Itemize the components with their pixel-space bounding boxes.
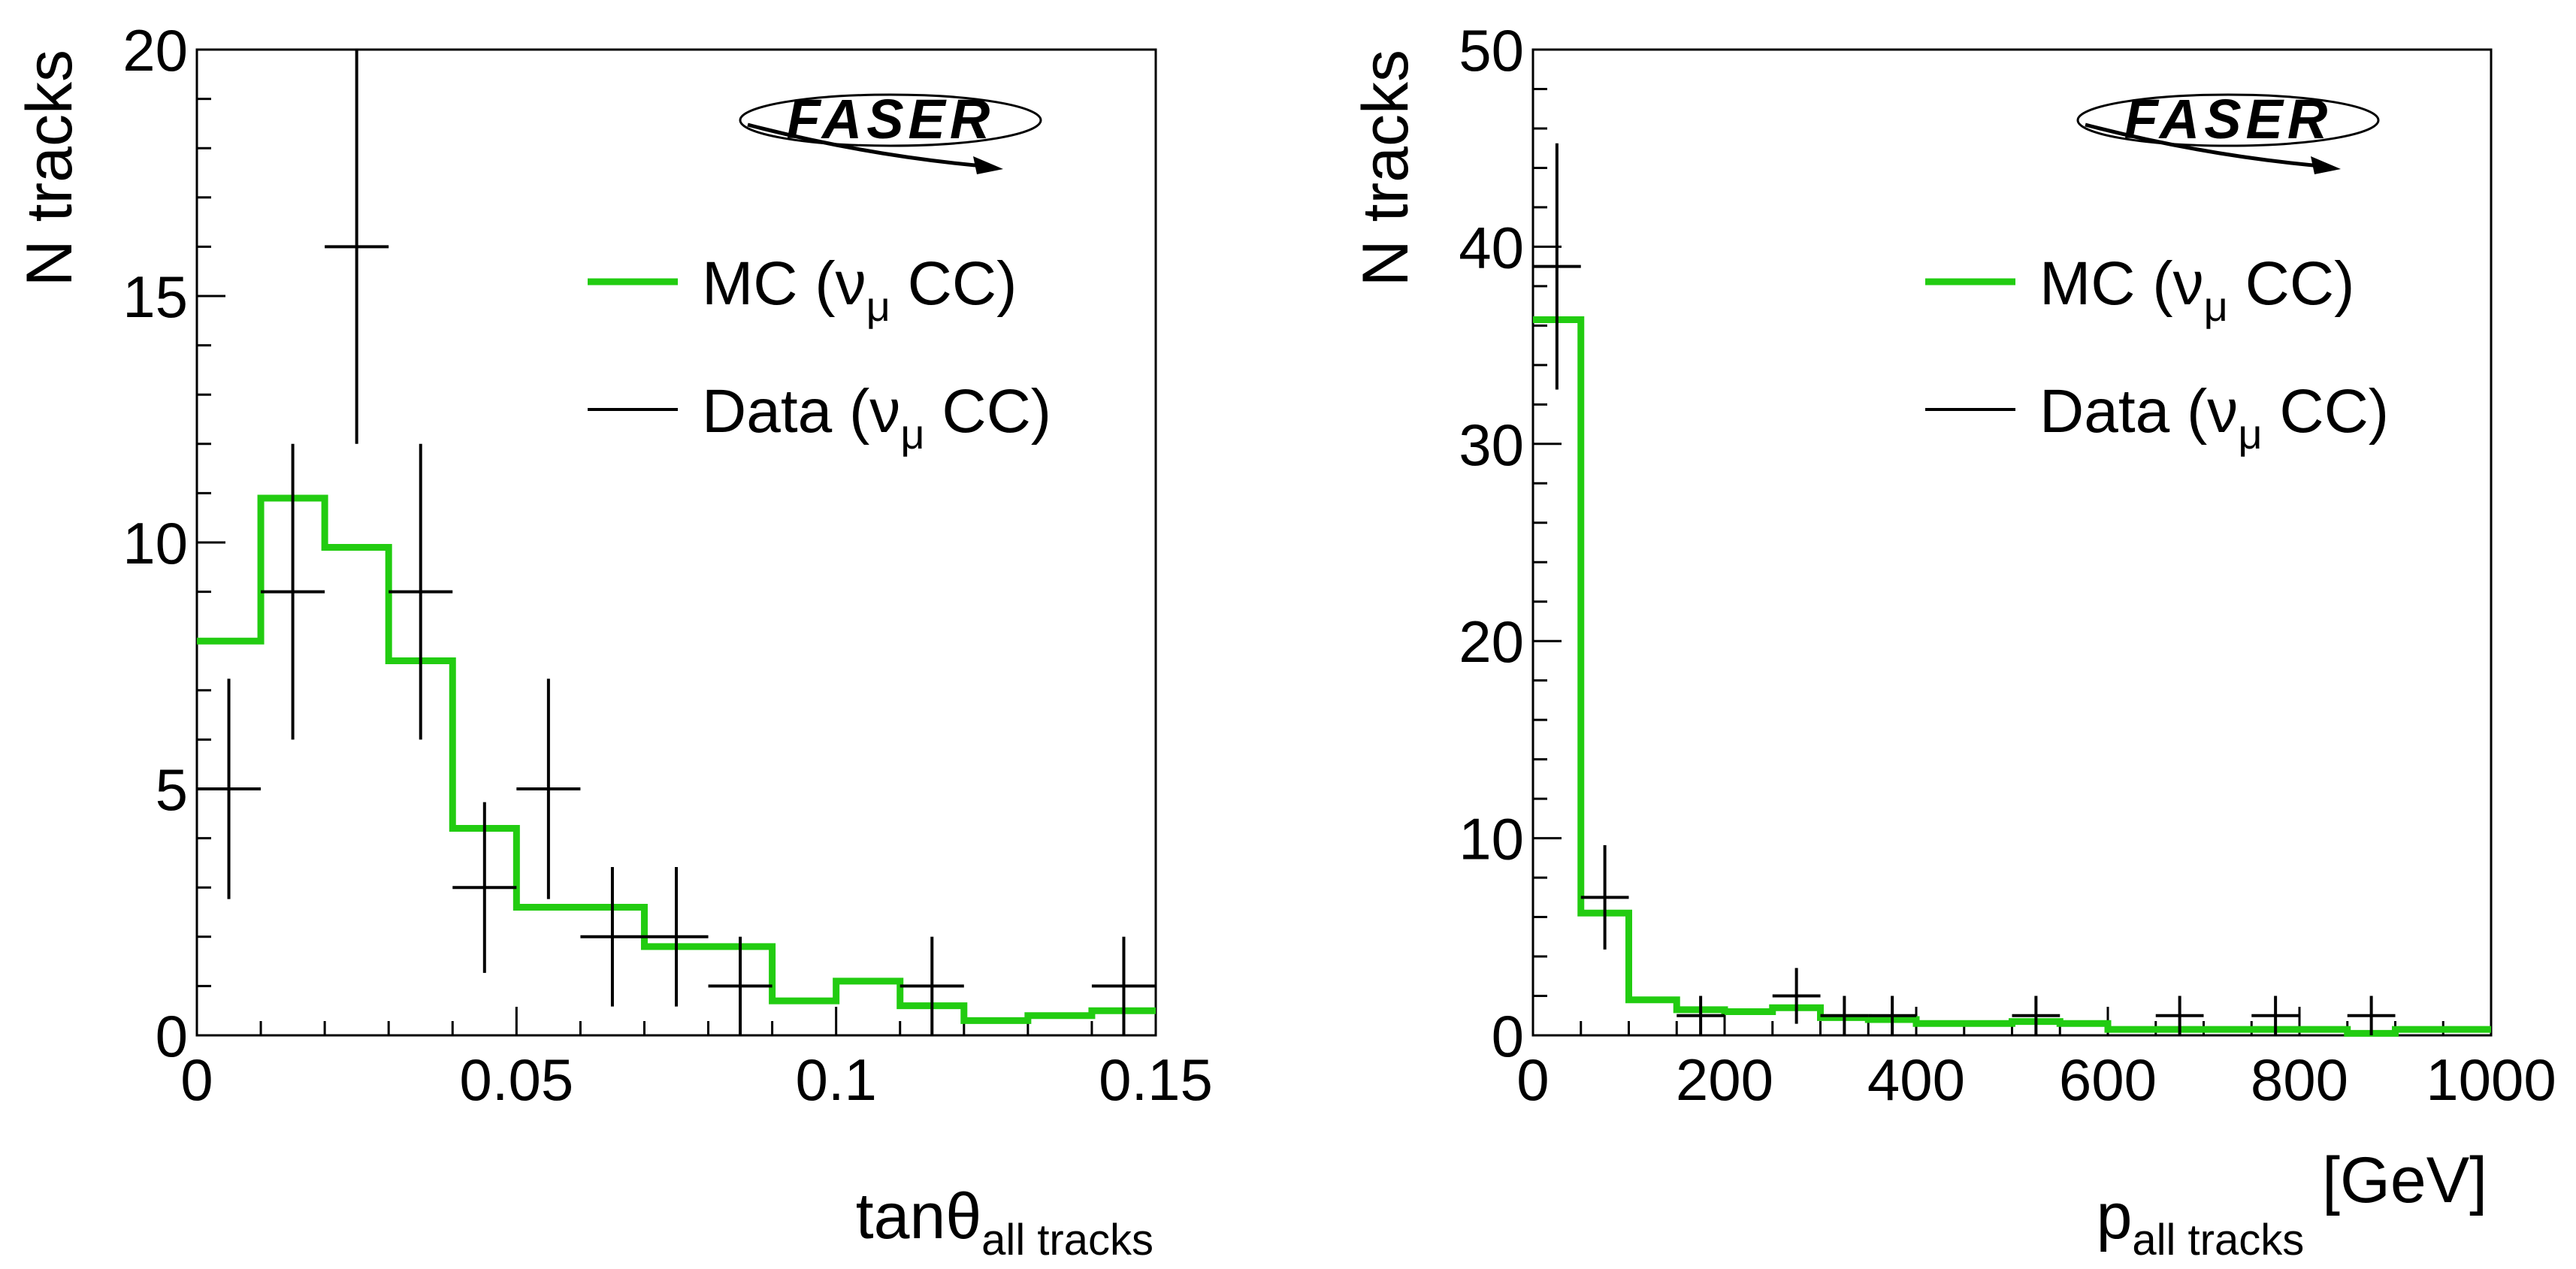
x-tick-label: 400 [1867, 1047, 1965, 1113]
y-tick-label: 0 [156, 1003, 188, 1069]
y-tick-label: 40 [1459, 214, 1524, 280]
y-tick-label: 10 [1459, 806, 1524, 872]
data-point [1533, 143, 1581, 390]
data-point [389, 443, 453, 740]
panel-2: 0 200 400 600 800 1000 0 10 20 30 40 50 N tracks pall… [1350, 17, 2556, 1264]
legend: MC (νμ CC)Data (νμ CC) [588, 249, 1051, 458]
data-point [1868, 996, 1916, 1035]
legend: MC (νμ CC)Data (νμ CC) [1925, 249, 2389, 458]
y-tick-label: 20 [122, 17, 188, 83]
x-axis-title: tanθall tracks [856, 1180, 1153, 1264]
legend-label-mc: MC (νμ CC) [2039, 249, 2354, 330]
data-point [1580, 844, 1629, 950]
data-point [2347, 996, 2396, 1035]
y-tick-label: 20 [1459, 609, 1524, 675]
data-point [452, 802, 517, 973]
mc-step-line [1533, 316, 2491, 1037]
faser-logo-text: FASER [2124, 88, 2333, 150]
legend-label-text: CC) [890, 249, 1017, 318]
faser-logo: FASER [2076, 88, 2380, 174]
x-axis-title: pall tracks [GeV] [2097, 1144, 2487, 1264]
panel-1: 0 0.05 0.1 0.15 0 5 10 15 20 N tracks tanθall trac… [14, 17, 1213, 1264]
legend-label-data: Data (νμ CC) [2039, 377, 2389, 458]
x-tick-label: 0 [1516, 1047, 1549, 1113]
y-tick-label: 5 [156, 757, 188, 823]
data-point [1820, 996, 1869, 1035]
series-data [197, 50, 1156, 1035]
data-point [2012, 996, 2060, 1035]
data-point [325, 50, 389, 444]
legend-label-data: Data (νμ CC) [702, 377, 1051, 458]
legend-label-text: Data (ν [2039, 377, 2238, 446]
series-mc [1533, 316, 2491, 1037]
x-axis-title-unit: [GeV] [2304, 1144, 2487, 1216]
legend-label-text: MC (ν [702, 249, 866, 318]
x-tick-label: 0.1 [795, 1047, 876, 1113]
y-tick-label: 30 [1459, 412, 1524, 478]
y-axis-title: N tracks [14, 50, 86, 286]
x-axis-title-main: p [2097, 1180, 2133, 1252]
x-axis-title-subscript: all tracks [2132, 1216, 2304, 1264]
data-point [197, 678, 262, 899]
x-axis-title-main: tanθ [856, 1180, 981, 1252]
legend-label-text: CC) [925, 377, 1052, 446]
x-axis-title-subscript: all tracks [981, 1216, 1153, 1264]
data-point [1772, 968, 1821, 1024]
y-tick-label: 15 [122, 264, 188, 330]
faser-logo: FASER [739, 88, 1042, 174]
y-axis-title: N tracks [1350, 50, 1422, 286]
data-point [644, 867, 709, 1007]
data-point [1091, 936, 1156, 1035]
y-tick-label: 10 [122, 510, 188, 576]
plot-frame [1531, 48, 2493, 1037]
legend-label-subscript: μ [2204, 283, 2228, 330]
legend-label-subscript: μ [900, 410, 924, 458]
data-point [708, 936, 772, 1035]
data-point [580, 867, 645, 1007]
y-tick-label: 0 [1492, 1003, 1524, 1069]
x-tick-label: 0 [180, 1047, 213, 1113]
legend-label-text: CC) [2228, 249, 2355, 318]
data-point [261, 443, 325, 740]
x-tick-label: 0.05 [459, 1047, 573, 1113]
legend-label-mc: MC (νμ CC) [702, 249, 1017, 330]
faser-logo-text: FASER [787, 88, 995, 150]
x-tick-label: 0.15 [1099, 1047, 1213, 1113]
legend-label-text: Data (ν [702, 377, 900, 446]
series-data [1533, 143, 2396, 1035]
data-point [1677, 996, 1725, 1035]
data-point [516, 678, 581, 899]
legend-label-text: MC (ν [2039, 249, 2204, 318]
axis-ticks [1531, 48, 2493, 1037]
legend-label-text: CC) [2263, 377, 2390, 446]
legend-label-subscript: μ [866, 283, 890, 330]
y-tick-label: 50 [1459, 17, 1524, 83]
data-point [2155, 996, 2204, 1035]
legend-label-subscript: μ [2238, 410, 2262, 458]
x-tick-label: 200 [1676, 1047, 1773, 1113]
x-tick-label: 1000 [2426, 1047, 2556, 1113]
x-tick-label: 600 [2059, 1047, 2157, 1113]
x-tick-label: 800 [2251, 1047, 2348, 1113]
data-point [2251, 996, 2299, 1035]
data-point [899, 936, 964, 1035]
